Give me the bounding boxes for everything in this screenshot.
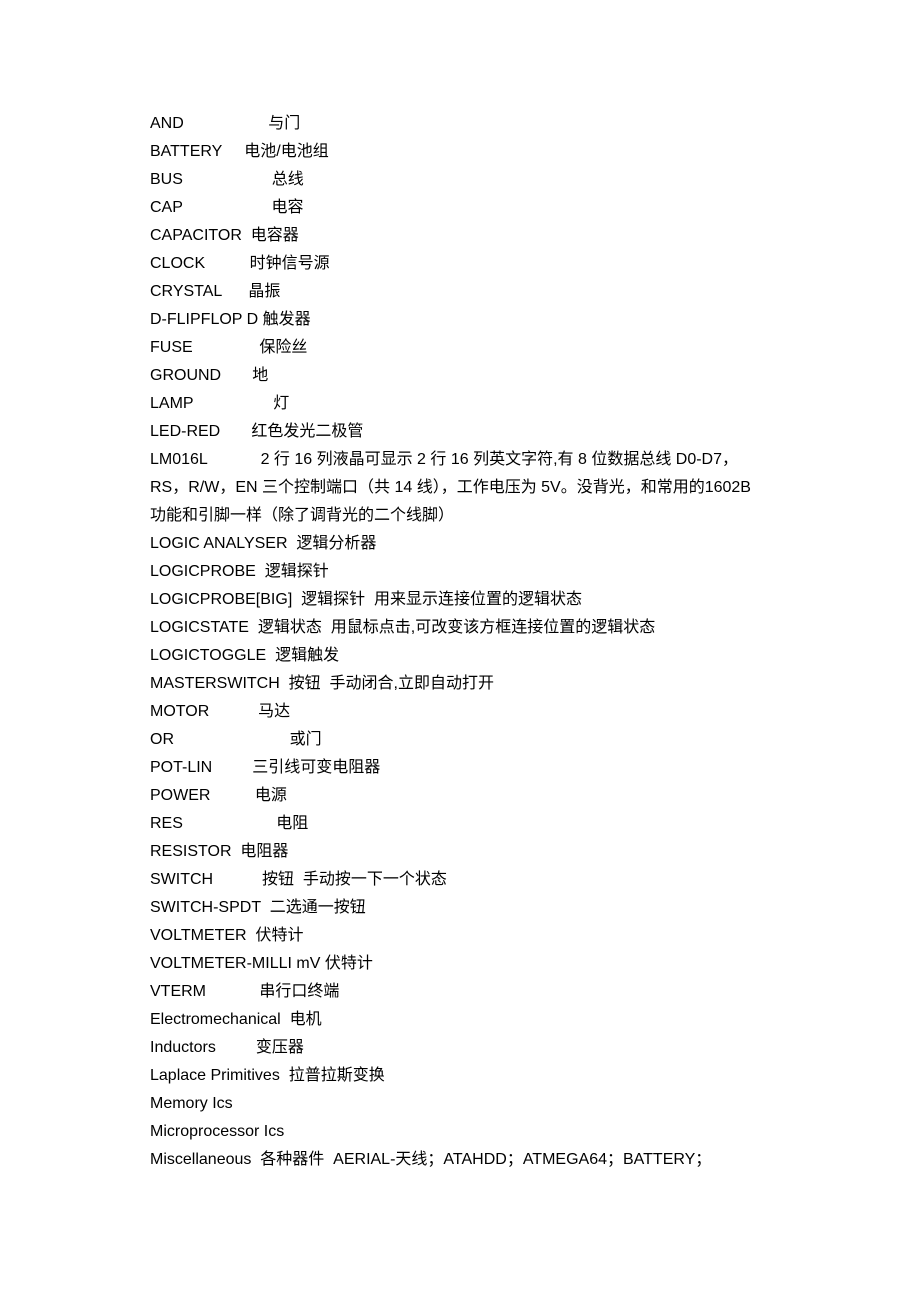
glossary-entry: OR 或门 [150, 726, 770, 754]
glossary-entry: MOTOR 马达 [150, 698, 770, 726]
glossary-entry: CAPACITOR 电容器 [150, 222, 770, 250]
glossary-entry: Electromechanical 电机 [150, 1006, 770, 1034]
glossary-entry: MASTERSWITCH 按钮 手动闭合,立即自动打开 [150, 670, 770, 698]
glossary-entry: FUSE 保险丝 [150, 334, 770, 362]
glossary-entry: LOGICPROBE[BIG] 逻辑探针 用来显示连接位置的逻辑状态 [150, 586, 770, 614]
glossary-entry: Microprocessor Ics [150, 1118, 770, 1146]
glossary-entry: SWITCH-SPDT 二选通一按钮 [150, 894, 770, 922]
glossary-entry: LM016L 2 行 16 列液晶可显示 2 行 16 列英文字符,有 8 位数… [150, 446, 770, 530]
document-content: AND 与门BATTERY 电池/电池组BUS 总线CAP 电容CAPACITO… [150, 110, 770, 1174]
glossary-entry: Inductors 变压器 [150, 1034, 770, 1062]
glossary-entry: LAMP 灯 [150, 390, 770, 418]
glossary-entry: Miscellaneous 各种器件 AERIAL-天线；ATAHDD；ATME… [150, 1146, 770, 1174]
glossary-entry: LOGIC ANALYSER 逻辑分析器 [150, 530, 770, 558]
glossary-entry: POWER 电源 [150, 782, 770, 810]
glossary-entry: CLOCK 时钟信号源 [150, 250, 770, 278]
glossary-entry: CAP 电容 [150, 194, 770, 222]
glossary-entry: RESISTOR 电阻器 [150, 838, 770, 866]
glossary-entry: GROUND 地 [150, 362, 770, 390]
glossary-entry: LOGICTOGGLE 逻辑触发 [150, 642, 770, 670]
glossary-entry: LOGICPROBE 逻辑探针 [150, 558, 770, 586]
glossary-entry: Laplace Primitives 拉普拉斯变换 [150, 1062, 770, 1090]
glossary-entry: VOLTMETER-MILLI mV 伏特计 [150, 950, 770, 978]
glossary-entry: VTERM 串行口终端 [150, 978, 770, 1006]
glossary-entry: LOGICSTATE 逻辑状态 用鼠标点击,可改变该方框连接位置的逻辑状态 [150, 614, 770, 642]
glossary-entry: D-FLIPFLOP D 触发器 [150, 306, 770, 334]
glossary-entry: SWITCH 按钮 手动按一下一个状态 [150, 866, 770, 894]
glossary-entry: LED-RED 红色发光二极管 [150, 418, 770, 446]
glossary-entry: Memory Ics [150, 1090, 770, 1118]
glossary-entry: BATTERY 电池/电池组 [150, 138, 770, 166]
glossary-entry: BUS 总线 [150, 166, 770, 194]
glossary-entry: POT-LIN 三引线可变电阻器 [150, 754, 770, 782]
glossary-entry: AND 与门 [150, 110, 770, 138]
glossary-entry: CRYSTAL 晶振 [150, 278, 770, 306]
glossary-entry: RES 电阻 [150, 810, 770, 838]
glossary-entry: VOLTMETER 伏特计 [150, 922, 770, 950]
